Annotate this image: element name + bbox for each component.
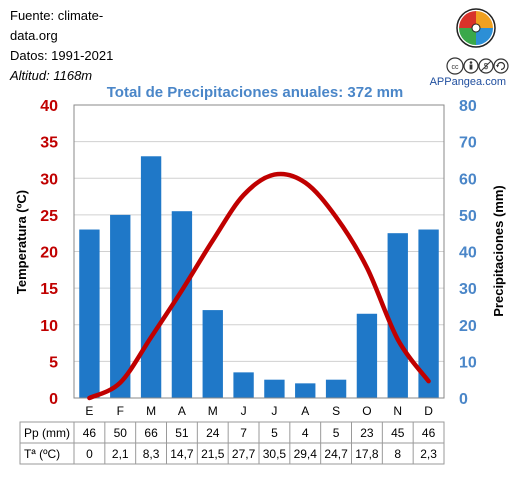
noncommercial-icon: $ <box>478 58 494 74</box>
table-cell: 30,5 <box>263 447 287 461</box>
table-cell: 51 <box>175 426 189 440</box>
table-cell: 50 <box>114 426 128 440</box>
table-cell: 4 <box>302 426 309 440</box>
month-label: J <box>241 404 247 418</box>
right-axis-ticks: 0 10 20 30 40 50 60 70 80 <box>459 98 477 408</box>
month-label: D <box>424 404 433 418</box>
precipitation-bar <box>356 313 378 398</box>
month-label: J <box>271 404 277 418</box>
precipitation-bar <box>233 372 254 398</box>
creative-commons-icon: cc <box>446 57 464 75</box>
precipitation-bar <box>140 156 162 398</box>
month-label: M <box>208 404 218 418</box>
right-tick-label: 70 <box>459 135 477 152</box>
left-tick-label: 0 <box>49 391 58 408</box>
line-series <box>87 171 431 401</box>
right-tick-label: 20 <box>459 318 477 335</box>
attribution-icon <box>463 58 479 74</box>
altitude-label: Altitud: 1168m <box>10 68 93 83</box>
table-cell: 17,8 <box>355 447 379 461</box>
table-cell: 5 <box>333 426 340 440</box>
month-label: F <box>117 404 124 418</box>
month-label: O <box>362 404 371 418</box>
left-tick-label: 15 <box>40 281 58 298</box>
table-cell: 46 <box>83 426 97 440</box>
left-tick-label: 30 <box>40 171 58 188</box>
precipitation-bar <box>418 229 439 398</box>
precipitation-bar <box>264 379 285 398</box>
left-tick-label: 35 <box>40 135 58 152</box>
temperature-line <box>87 171 431 401</box>
right-tick-label: 80 <box>459 98 477 115</box>
precipitation-bar <box>110 214 131 398</box>
precipitation-bar <box>325 379 347 398</box>
svg-text:cc: cc <box>452 64 460 71</box>
left-axis-label: Temperatura (ºC) <box>14 190 29 294</box>
precipitation-bar <box>171 211 193 398</box>
table-cell: 46 <box>422 426 436 440</box>
month-label: S <box>332 404 340 418</box>
left-axis-ticks: 0 5 10 15 20 25 30 35 40 <box>40 98 58 408</box>
precipitation-bar <box>202 310 223 398</box>
plot-frame <box>73 104 445 399</box>
table-cell: 66 <box>144 426 158 440</box>
table-cell: 21,5 <box>201 447 225 461</box>
precipitation-bar <box>295 383 316 398</box>
table-cell: 8,3 <box>143 447 160 461</box>
sharealike-icon <box>493 58 509 74</box>
month-label: M <box>146 404 156 418</box>
right-tick-label: 30 <box>459 281 477 298</box>
table-cell: 27,7 <box>232 447 256 461</box>
table-cell: 0 <box>86 447 93 461</box>
table-cell: 14,7 <box>170 447 194 461</box>
right-tick-label: 60 <box>459 171 477 188</box>
brand-label: APPangea.com <box>429 76 506 88</box>
license-icons: cc $ <box>446 57 509 75</box>
source-block: Fuente: climate- data.org Datos: 1991-20… <box>10 6 113 86</box>
month-label: E <box>85 404 93 418</box>
table-cell: 2,3 <box>420 447 437 461</box>
right-tick-label: 0 <box>459 391 468 408</box>
table-cell: 23 <box>360 426 374 440</box>
table-cell: 7 <box>240 426 247 440</box>
right-tick-label: 40 <box>459 245 477 262</box>
svg-text:$: $ <box>484 62 489 71</box>
table-row-label: Tª (ºC) <box>24 447 60 461</box>
table-cell: 24,7 <box>324 447 348 461</box>
table-cell: 8 <box>394 447 401 461</box>
left-tick-label: 25 <box>40 208 58 225</box>
data-period: Datos: 1991-2021 <box>10 48 114 63</box>
table-row-label: Pp (mm) <box>24 426 70 440</box>
precipitation-bar <box>79 229 100 398</box>
left-tick-label: 10 <box>40 318 58 335</box>
month-label: N <box>393 404 402 418</box>
table-cell: 45 <box>391 426 405 440</box>
bar-series <box>79 156 439 398</box>
right-tick-label: 10 <box>459 354 477 371</box>
table-cell: 24 <box>206 426 220 440</box>
table-cell: 5 <box>271 426 278 440</box>
appangea-puzzle-logo <box>456 8 496 48</box>
month-label: A <box>301 404 309 418</box>
month-label: A <box>178 404 186 418</box>
right-axis-label: Precipitaciones (mm) <box>491 185 506 317</box>
source-line-2: data.org <box>10 28 58 43</box>
table-cell: 29,4 <box>294 447 318 461</box>
right-tick-label: 50 <box>459 208 477 225</box>
precipitation-bar <box>387 233 408 398</box>
left-tick-label: 20 <box>40 245 58 262</box>
chart-title: Total de Precipitaciones anuales: 372 mm <box>107 84 404 101</box>
left-tick-label: 5 <box>49 354 58 371</box>
left-tick-label: 40 <box>40 98 58 115</box>
table-cell: 2,1 <box>112 447 129 461</box>
source-line-1: Fuente: climate- <box>10 8 104 23</box>
